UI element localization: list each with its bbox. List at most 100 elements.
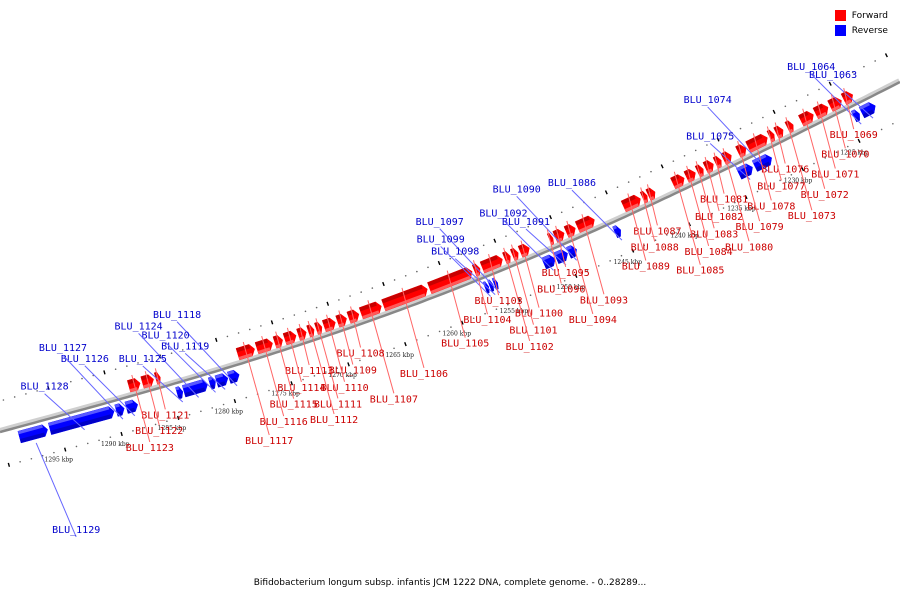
gene-arrow[interactable]: [751, 154, 772, 172]
gene-label-BLU_1073[interactable]: BLU_1073: [785, 117, 836, 222]
gene-BLU_1116[interactable]: [254, 338, 273, 355]
gene-label-BLU_1121[interactable]: BLU_1121: [141, 368, 189, 421]
gene-label-BLU_1096[interactable]: BLU_1096: [537, 229, 585, 295]
gene-label-BLU_1113[interactable]: BLU_1113: [285, 323, 333, 377]
gene-label-text[interactable]: BLU_1070: [821, 149, 869, 160]
gene-label-text[interactable]: BLU_1073: [788, 211, 836, 222]
gene-label-BLU_1083[interactable]: BLU_1083: [690, 161, 738, 240]
gene-label-BLU_1125[interactable]: BLU_1125: [119, 354, 184, 403]
gene-label-BLU_1075[interactable]: BLU_1075: [686, 132, 751, 180]
gene-label-BLU_1123[interactable]: BLU_1123: [126, 374, 174, 454]
gene-label-BLU_1084[interactable]: BLU_1084: [685, 165, 733, 258]
gene-label-BLU_1120[interactable]: BLU_1120: [141, 330, 216, 393]
gene-label-text[interactable]: BLU_1099: [417, 234, 465, 245]
gene-label-text[interactable]: BLU_1114: [277, 383, 325, 394]
gene-label-text[interactable]: BLU_1106: [400, 369, 448, 380]
gene-label-text[interactable]: BLU_1089: [622, 261, 670, 272]
gene-label-BLU_1082[interactable]: BLU_1082: [695, 156, 743, 223]
gene-label-BLU_1110[interactable]: BLU_1110: [320, 314, 369, 394]
gene-BLU_1120[interactable]: [207, 376, 216, 390]
gene-label-text[interactable]: BLU_1118: [153, 310, 201, 321]
gene-label-text[interactable]: BLU_1071: [811, 169, 859, 180]
gene-label-text[interactable]: BLU_1081: [700, 195, 748, 206]
gene-label-BLU_1088[interactable]: BLU_1088: [631, 187, 679, 254]
gene-BLU_1087[interactable]: [645, 187, 656, 201]
gene-label-text[interactable]: BLU_1120: [141, 330, 189, 341]
gene-label-BLU_1107[interactable]: BLU_1107: [367, 300, 418, 405]
gene-label-text[interactable]: BLU_1110: [320, 383, 368, 394]
gene-BLU_1122[interactable]: [140, 374, 154, 389]
gene-label-text[interactable]: BLU_1113: [285, 366, 333, 377]
gene-BLU_1064[interactable]: [850, 109, 860, 123]
gene-label-text[interactable]: BLU_1107: [370, 394, 418, 405]
gene-BLU_1092[interactable]: [541, 254, 556, 270]
gene-label-text[interactable]: BLU_1094: [569, 315, 617, 326]
gene-label-text[interactable]: BLU_1108: [336, 348, 384, 359]
gene-label-text[interactable]: BLU_1079: [736, 222, 784, 233]
gene-label-text[interactable]: BLU_1098: [431, 247, 479, 258]
gene-BLU_1118[interactable]: [226, 369, 240, 384]
gene-label-BLU_1104[interactable]: BLU_1104: [463, 260, 512, 326]
gene-label-text[interactable]: BLU_1077: [757, 181, 805, 192]
gene-BLU_1117[interactable]: [235, 344, 255, 361]
gene-label-BLU_1063[interactable]: BLU_1063: [809, 70, 874, 119]
gene-label-BLU_1064[interactable]: BLU_1064: [787, 62, 862, 125]
gene-label-text[interactable]: BLU_1127: [39, 343, 87, 354]
gene-BLU_1086[interactable]: [612, 225, 621, 239]
gene-BLU_1126[interactable]: [124, 399, 139, 414]
gene-label-BLU_1090[interactable]: BLU_1090: [493, 184, 578, 261]
gene-label-text[interactable]: BLU_1104: [463, 315, 511, 326]
gene-label-BLU_1102[interactable]: BLU_1102: [503, 247, 554, 353]
gene-label-BLU_1101[interactable]: BLU_1101: [509, 244, 558, 337]
gene-label-BLU_1118[interactable]: BLU_1118: [153, 310, 238, 387]
gene-label-text[interactable]: BLU_1103: [474, 296, 522, 307]
gene-BLU_1074[interactable]: [751, 154, 772, 172]
gene-label-text[interactable]: BLU_1126: [61, 354, 109, 365]
gene-label-text[interactable]: BLU_1069: [830, 130, 878, 141]
gene-BLU_1112[interactable]: [306, 324, 315, 338]
gene-label-text[interactable]: BLU_1105: [441, 339, 489, 350]
gene-label-text[interactable]: BLU_1091: [502, 217, 550, 228]
gene-label-text[interactable]: BLU_1112: [310, 415, 358, 426]
gene-label-text[interactable]: BLU_1090: [493, 184, 541, 195]
gene-label-BLU_1117[interactable]: BLU_1117: [242, 341, 293, 447]
gene-label-text[interactable]: BLU_1082: [695, 212, 743, 223]
gene-label-BLU_1079[interactable]: BLU_1079: [736, 140, 784, 233]
gene-label-BLU_1086[interactable]: BLU_1086: [548, 178, 623, 241]
gene-label-BLU_1116[interactable]: BLU_1116: [260, 336, 308, 428]
gene-label-BLU_1077[interactable]: BLU_1077: [757, 126, 805, 192]
gene-label-BLU_1092[interactable]: BLU_1092: [479, 208, 554, 271]
gene-label-text[interactable]: BLU_1125: [119, 354, 167, 365]
gene-label-text[interactable]: BLU_1111: [314, 399, 362, 410]
gene-label-BLU_1122[interactable]: BLU_1122: [135, 371, 183, 437]
gene-BLU_1124[interactable]: [181, 379, 208, 398]
gene-label-text[interactable]: BLU_1123: [126, 443, 174, 454]
gene-label-text[interactable]: BLU_1124: [115, 321, 163, 332]
gene-label-text[interactable]: BLU_1064: [787, 62, 835, 73]
gene-label-text[interactable]: BLU_1100: [515, 309, 563, 320]
gene-label-BLU_1069[interactable]: BLU_1069: [830, 87, 878, 141]
gene-BLU_1115[interactable]: [272, 335, 283, 349]
gene-BLU_1063[interactable]: [858, 102, 876, 119]
gene-label-text[interactable]: BLU_1076: [761, 165, 809, 176]
gene-label-BLU_1126[interactable]: BLU_1126: [61, 354, 136, 417]
gene-label-text[interactable]: BLU_1101: [509, 326, 557, 337]
gene-label-BLU_1106[interactable]: BLU_1106: [400, 287, 448, 380]
gene-BLU_1125[interactable]: [175, 386, 184, 400]
gene-BLU_1127[interactable]: [114, 403, 125, 417]
gene-BLU_1129[interactable]: [17, 424, 48, 444]
gene-label-BLU_1108[interactable]: BLU_1108: [336, 306, 385, 359]
gene-label-BLU_1094[interactable]: BLU_1094: [566, 220, 617, 326]
gene-label-text[interactable]: BLU_1084: [685, 247, 733, 258]
gene-label-BLU_1109[interactable]: BLU_1109: [329, 310, 377, 377]
gene-label-BLU_1085[interactable]: BLU_1085: [673, 171, 724, 277]
gene-label-BLU_1105[interactable]: BLU_1105: [441, 270, 489, 350]
gene-label-text[interactable]: BLU_1102: [506, 342, 554, 353]
gene-label-text[interactable]: BLU_1074: [684, 95, 732, 106]
gene-label-BLU_1080[interactable]: BLU_1080: [722, 148, 773, 253]
gene-label-BLU_1072[interactable]: BLU_1072: [801, 108, 849, 201]
gene-label-BLU_1127[interactable]: BLU_1127: [39, 343, 124, 420]
gene-label-BLU_1093[interactable]: BLU_1093: [580, 214, 628, 306]
gene-label-text[interactable]: BLU_1096: [537, 284, 585, 295]
